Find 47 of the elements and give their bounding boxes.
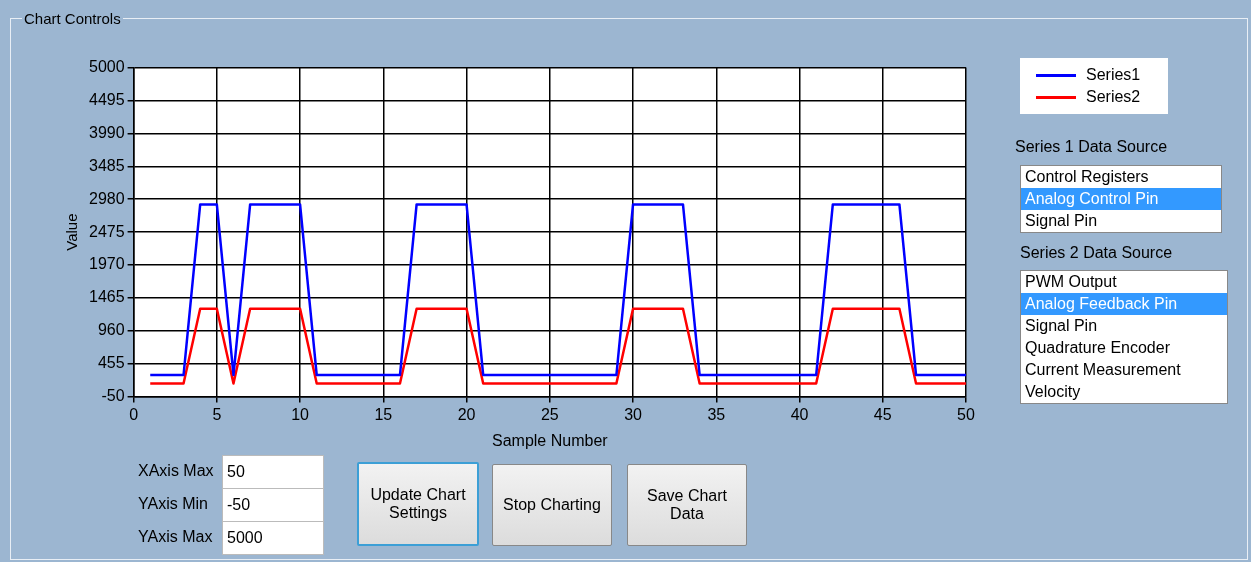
x-tick-label: 20 xyxy=(457,405,476,423)
x-axis-title: Sample Number xyxy=(491,431,609,449)
y-tick-label: 1970 xyxy=(89,255,125,273)
legend-label: Series1 xyxy=(1085,65,1142,85)
x-tick-label: 10 xyxy=(291,405,310,423)
text: Analog Feedback Pin xyxy=(1021,293,1227,315)
text: -50 xyxy=(222,488,324,522)
text: Stop Charting xyxy=(492,464,612,546)
y-axis-title: Value xyxy=(63,213,81,251)
y-tick-label: 3485 xyxy=(89,156,125,174)
x-tick-label: 35 xyxy=(707,405,726,423)
text: 50 xyxy=(222,455,324,489)
x-tick-label: 30 xyxy=(624,405,643,423)
legend-label: Series2 xyxy=(1085,87,1142,107)
y-tick-label: 4495 xyxy=(89,90,125,108)
y-tick-label: 1465 xyxy=(89,288,125,306)
text: Series 2 Data Source xyxy=(1020,244,1173,262)
text: Velocity xyxy=(1024,382,1082,402)
text: Update Chart Settings xyxy=(357,462,479,546)
text: Series 1 Data Source xyxy=(1015,138,1168,156)
x-tick-label: 5 xyxy=(212,405,222,423)
y-tick-label: 2980 xyxy=(89,189,125,207)
text: Save Chart Data xyxy=(627,464,747,546)
text: YAxis Max xyxy=(138,528,213,546)
y-tick-label: 960 xyxy=(97,321,125,339)
y-tick-label: -50 xyxy=(101,387,125,405)
text: PWM Output xyxy=(1024,272,1118,292)
text: Signal Pin xyxy=(1024,316,1099,336)
text: Quadrature Encoder xyxy=(1024,338,1171,358)
text: XAxis Max xyxy=(138,462,214,480)
text: YAxis Min xyxy=(138,495,208,513)
x-tick-label: 50 xyxy=(957,405,975,423)
y-tick-label: 2475 xyxy=(89,222,125,240)
x-tick-label: 15 xyxy=(374,405,393,423)
x-tick-label: 0 xyxy=(129,405,139,423)
x-tick-label: 25 xyxy=(540,405,559,423)
text: 5000 xyxy=(222,521,324,555)
x-tick-label: 45 xyxy=(873,405,892,423)
text: Signal Pin xyxy=(1024,211,1099,231)
text: Control Registers xyxy=(1024,167,1150,187)
text: Analog Control Pin xyxy=(1021,188,1221,210)
y-tick-label: 5000 xyxy=(89,58,125,76)
text: Chart Controls xyxy=(22,10,123,27)
y-tick-label: 455 xyxy=(97,354,125,372)
text: Current Measurement xyxy=(1024,360,1182,380)
x-tick-label: 40 xyxy=(790,405,809,423)
y-tick-label: 3990 xyxy=(89,123,125,141)
